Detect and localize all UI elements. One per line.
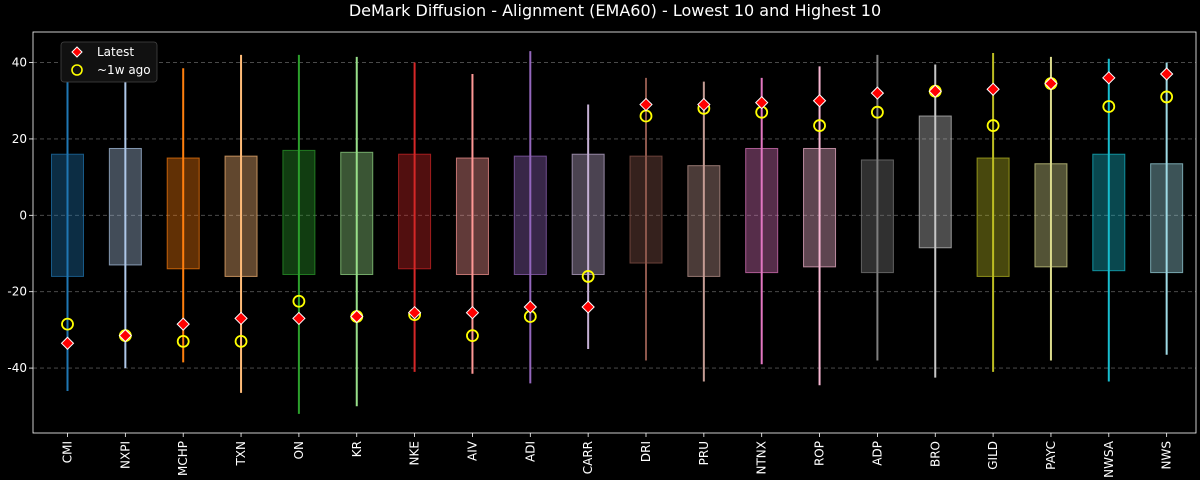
range-box-txn bbox=[224, 155, 258, 277]
week-ago-marker-on bbox=[292, 294, 306, 308]
chart-title: DeMark Diffusion - Alignment (EMA60) - L… bbox=[349, 1, 881, 20]
x-tick-label-aiv: AIV bbox=[465, 440, 479, 461]
y-tick-label: 20 bbox=[12, 132, 27, 146]
range-box-rop bbox=[803, 147, 837, 268]
week-ago-marker-nws bbox=[1160, 90, 1174, 104]
latest-marker-nxpi bbox=[118, 328, 133, 343]
y-tick-label: -40 bbox=[7, 361, 27, 375]
x-tick-label-adp: ADP bbox=[870, 441, 884, 466]
latest-marker-adp bbox=[870, 86, 885, 100]
range-box-on bbox=[282, 149, 316, 276]
week-ago-marker-rop bbox=[813, 119, 826, 132]
x-tick-label-payc: PAYC bbox=[1044, 441, 1058, 470]
x-tick-label-on: ON bbox=[292, 441, 306, 459]
x-axis: CMI NXPI MCHP TXN ON KR NKE AIV ADI CARR DRI PRU NTN… bbox=[61, 433, 1174, 478]
latest-marker-gild bbox=[986, 82, 1000, 96]
week-ago-marker-nwsa bbox=[1102, 100, 1116, 113]
range-box-ntnx bbox=[745, 147, 779, 274]
y-tick-label: -20 bbox=[7, 285, 27, 299]
range-box-nwsa bbox=[1092, 153, 1126, 272]
y-tick-label: 0 bbox=[19, 208, 27, 222]
latest-marker-aiv bbox=[465, 305, 480, 320]
markers bbox=[60, 67, 1174, 350]
x-tick-label-ntnx: NTNX bbox=[755, 441, 769, 475]
range-box-aiv bbox=[455, 157, 489, 276]
week-ago-marker-cmi bbox=[61, 317, 74, 331]
legend-latest-diamond-icon bbox=[71, 46, 83, 58]
range-box-carr bbox=[571, 153, 605, 276]
range-box-pru bbox=[687, 165, 721, 277]
range-box-nke bbox=[398, 153, 432, 270]
x-tick-label-rop: ROP bbox=[813, 441, 827, 466]
range-box-cmi bbox=[51, 153, 84, 277]
latest-marker-adi bbox=[523, 300, 538, 314]
week-ago-marker-mchp bbox=[176, 334, 190, 348]
latest-marker-ntnx bbox=[754, 95, 769, 110]
x-tick-label-pru: PRU bbox=[697, 441, 711, 465]
latest-marker-pru bbox=[697, 97, 711, 112]
latest-marker-nke bbox=[407, 305, 422, 320]
range-box-adi bbox=[513, 155, 547, 276]
grid-lines bbox=[33, 62, 1196, 369]
legend-box bbox=[60, 41, 158, 83]
week-ago-marker-aiv bbox=[466, 329, 479, 343]
legend-label-latest: Latest bbox=[97, 45, 134, 59]
legend-week-ago-circle-icon bbox=[71, 64, 83, 76]
latest-marker-dri bbox=[639, 97, 653, 112]
y-axis: -40 -20 0 20 40 bbox=[7, 56, 33, 375]
week-ago-marker-adp bbox=[871, 105, 884, 119]
range-boxes bbox=[51, 115, 1184, 277]
x-tick-label-nwsa: NWSA bbox=[1102, 440, 1116, 478]
latest-marker-txn bbox=[234, 311, 248, 326]
week-ago-marker-gild bbox=[986, 119, 1000, 132]
range-box-mchp bbox=[166, 157, 200, 270]
range-box-gild bbox=[976, 157, 1010, 277]
range-box-payc bbox=[1034, 163, 1068, 268]
range-box-dri bbox=[629, 155, 663, 264]
x-tick-label-mchp: MCHP bbox=[176, 441, 190, 476]
range-box-nws bbox=[1150, 163, 1184, 274]
week-ago-marker-carr bbox=[581, 270, 595, 283]
x-tick-label-nke: NKE bbox=[408, 441, 422, 465]
x-tick-label-nws: NWS bbox=[1160, 441, 1174, 469]
latest-marker-payc bbox=[1044, 76, 1058, 91]
range-box-bro bbox=[918, 115, 952, 249]
latest-marker-carr bbox=[581, 300, 595, 314]
x-tick-label-bro: BRO bbox=[928, 441, 942, 467]
latest-marker-bro bbox=[928, 84, 942, 98]
latest-marker-nwsa bbox=[1102, 71, 1116, 85]
x-tick-label-gild: GILD bbox=[986, 441, 1000, 470]
latest-marker-nws bbox=[1159, 67, 1174, 81]
range-box-adp bbox=[860, 159, 894, 274]
y-tick-label: 40 bbox=[12, 56, 27, 70]
x-tick-label-txn: TXN bbox=[234, 441, 248, 467]
x-tick-label-nxpi: NXPI bbox=[118, 441, 132, 469]
range-box-kr bbox=[340, 151, 374, 276]
legend-label-week-ago: ~1w ago bbox=[97, 63, 151, 77]
range-box-nxpi bbox=[108, 147, 142, 266]
latest-marker-mchp bbox=[176, 317, 190, 331]
x-tick-label-cmi: CMI bbox=[61, 441, 75, 463]
latest-marker-on bbox=[292, 311, 306, 326]
x-tick-label-kr: KR bbox=[350, 441, 364, 457]
legend: Latest ~1w ago bbox=[60, 41, 158, 83]
x-tick-label-adi: ADI bbox=[523, 441, 537, 462]
latest-marker-kr bbox=[350, 309, 364, 324]
week-ago-marker-txn bbox=[234, 334, 248, 348]
latest-marker-rop bbox=[812, 94, 827, 108]
x-tick-label-dri: DRI bbox=[639, 441, 653, 462]
x-tick-label-carr: CARR bbox=[581, 441, 595, 474]
latest-marker-cmi bbox=[60, 336, 75, 350]
plot-frame bbox=[32, 31, 1197, 434]
